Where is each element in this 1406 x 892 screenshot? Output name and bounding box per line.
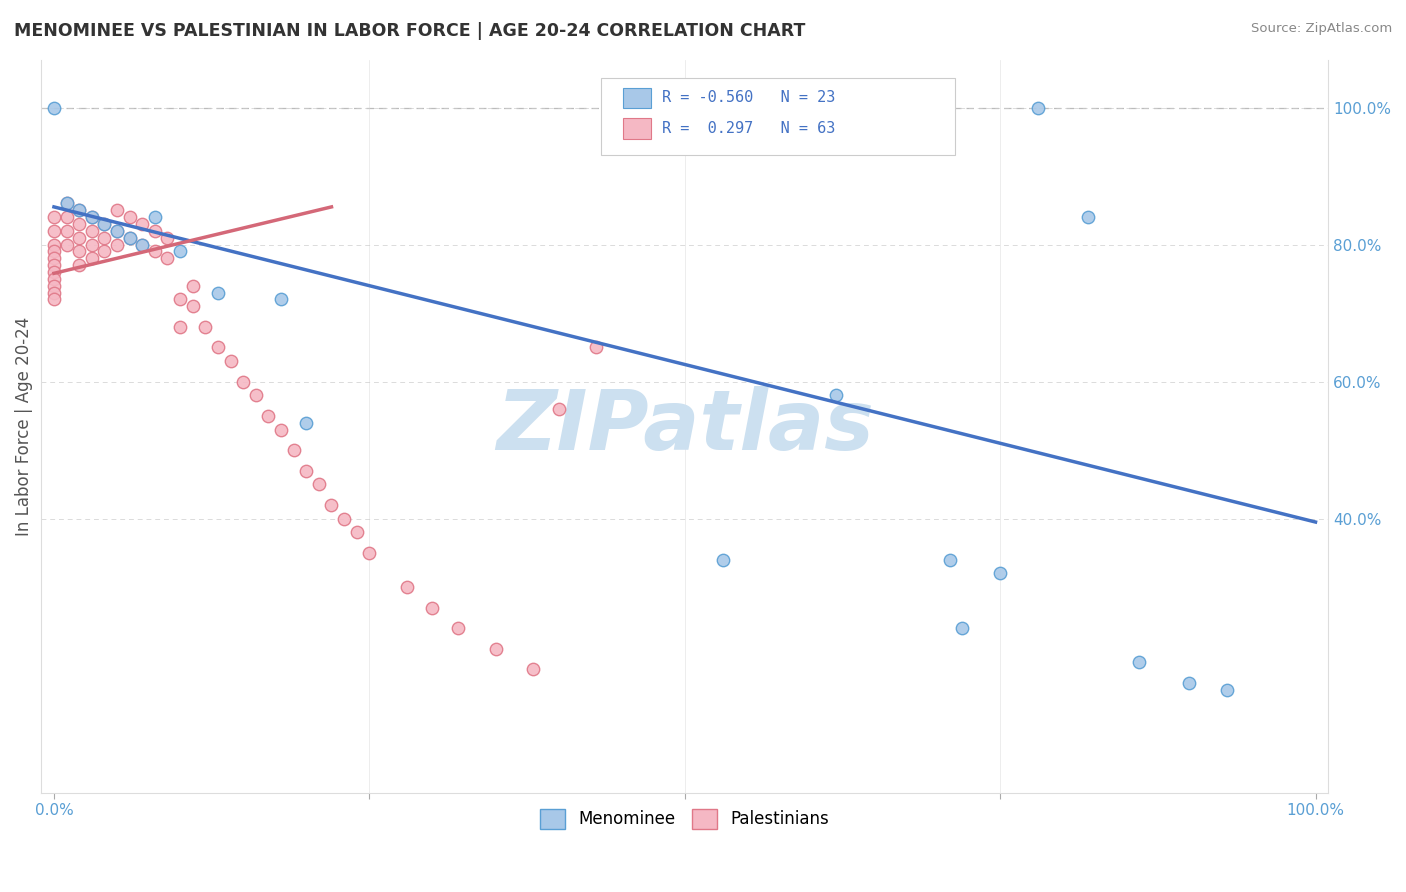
Point	[295, 464, 318, 478]
Text: R = -0.560   N = 23: R = -0.560 N = 23	[662, 90, 835, 105]
Point	[938, 552, 960, 566]
Point	[446, 621, 468, 635]
Point	[143, 224, 166, 238]
Point	[93, 244, 115, 259]
Point	[131, 217, 153, 231]
FancyBboxPatch shape	[623, 87, 651, 108]
Point	[42, 210, 65, 224]
Point	[105, 237, 128, 252]
Point	[585, 340, 607, 354]
Point	[1178, 676, 1201, 690]
Point	[207, 340, 229, 354]
Point	[169, 319, 191, 334]
Point	[270, 293, 292, 307]
Point	[143, 244, 166, 259]
Point	[131, 237, 153, 252]
Point	[105, 224, 128, 238]
Point	[825, 388, 848, 402]
Point	[105, 203, 128, 218]
Point	[118, 231, 141, 245]
Point	[105, 224, 128, 238]
Point	[422, 600, 444, 615]
Text: MENOMINEE VS PALESTINIAN IN LABOR FORCE | AGE 20-24 CORRELATION CHART: MENOMINEE VS PALESTINIAN IN LABOR FORCE …	[14, 22, 806, 40]
Point	[93, 231, 115, 245]
Point	[346, 525, 368, 540]
Point	[333, 511, 356, 525]
Point	[80, 224, 103, 238]
Point	[42, 252, 65, 266]
Point	[67, 203, 90, 218]
Point	[270, 423, 292, 437]
Point	[711, 552, 734, 566]
Point	[80, 210, 103, 224]
Point	[55, 237, 77, 252]
Point	[42, 237, 65, 252]
Point	[67, 258, 90, 272]
Point	[67, 217, 90, 231]
Point	[1077, 210, 1099, 224]
Point	[80, 210, 103, 224]
Point	[169, 244, 191, 259]
Point	[169, 293, 191, 307]
Point	[245, 388, 267, 402]
Point	[118, 231, 141, 245]
Point	[55, 196, 77, 211]
Point	[156, 252, 179, 266]
Point	[80, 237, 103, 252]
Point	[257, 409, 280, 423]
Point	[308, 477, 330, 491]
Point	[42, 258, 65, 272]
Point	[42, 272, 65, 286]
Point	[207, 285, 229, 300]
Point	[181, 278, 204, 293]
Point	[42, 224, 65, 238]
Point	[359, 546, 381, 560]
Point	[67, 244, 90, 259]
Point	[42, 278, 65, 293]
Point	[232, 375, 254, 389]
Point	[131, 237, 153, 252]
Point	[283, 443, 305, 458]
Point	[93, 217, 115, 231]
Point	[42, 244, 65, 259]
Point	[295, 416, 318, 430]
Point	[42, 293, 65, 307]
Point	[1216, 682, 1239, 697]
FancyBboxPatch shape	[602, 78, 955, 155]
Point	[219, 354, 242, 368]
Point	[181, 299, 204, 313]
Point	[42, 265, 65, 279]
Point	[950, 621, 973, 635]
Point	[484, 641, 506, 656]
Point	[67, 203, 90, 218]
Legend: Menominee, Palestinians: Menominee, Palestinians	[533, 802, 837, 836]
Point	[1128, 656, 1150, 670]
Point	[156, 231, 179, 245]
Y-axis label: In Labor Force | Age 20-24: In Labor Force | Age 20-24	[15, 317, 32, 536]
Point	[522, 662, 544, 676]
Point	[42, 285, 65, 300]
Point	[194, 319, 217, 334]
Point	[67, 231, 90, 245]
Point	[93, 217, 115, 231]
Text: Source: ZipAtlas.com: Source: ZipAtlas.com	[1251, 22, 1392, 36]
Point	[143, 210, 166, 224]
Point	[80, 252, 103, 266]
Text: ZIPatlas: ZIPatlas	[496, 385, 873, 467]
Point	[55, 224, 77, 238]
Point	[396, 580, 419, 594]
Text: R =  0.297   N = 63: R = 0.297 N = 63	[662, 121, 835, 136]
Point	[55, 210, 77, 224]
Point	[55, 196, 77, 211]
Point	[1026, 101, 1049, 115]
Point	[42, 101, 65, 115]
Point	[547, 402, 569, 417]
FancyBboxPatch shape	[623, 118, 651, 138]
Point	[988, 566, 1011, 581]
Point	[118, 210, 141, 224]
Point	[321, 498, 343, 512]
